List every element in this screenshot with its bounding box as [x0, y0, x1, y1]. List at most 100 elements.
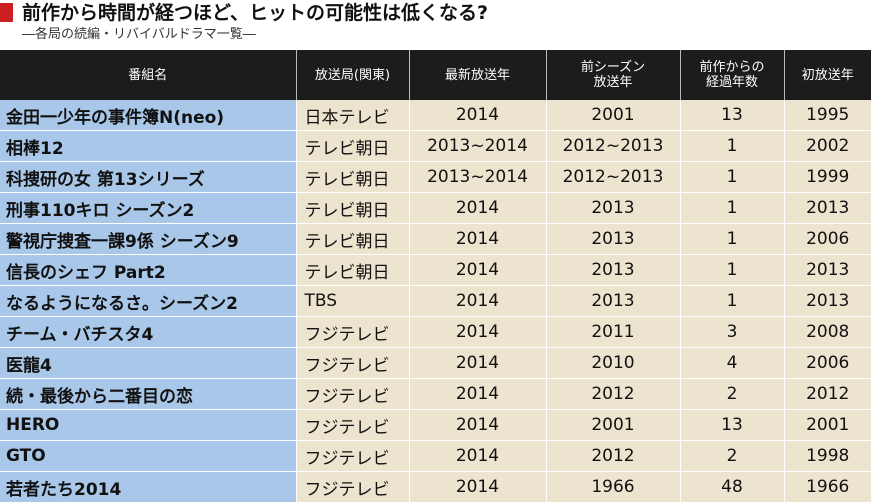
cell-elapsed: 1	[680, 285, 785, 317]
cell-station: テレビ朝日	[296, 254, 410, 286]
cell-name: 医龍4	[0, 347, 297, 379]
cell-elapsed: 48	[680, 471, 785, 503]
cell-prev: 2012	[546, 440, 681, 472]
col-header-elapsed-line2: 経過年数	[705, 75, 758, 90]
cell-latest: 2014	[409, 192, 547, 224]
cell-station: テレビ朝日	[296, 161, 410, 193]
col-header-elapsed-line1: 前作からの	[699, 60, 765, 75]
cell-latest: 2014	[409, 347, 547, 379]
cell-first: 2013	[784, 192, 871, 224]
col-header-prev-line2: 放送年	[593, 75, 633, 90]
cell-prev: 2013	[546, 285, 681, 317]
title-marker	[0, 3, 13, 22]
cell-latest: 2013~2014	[409, 130, 547, 162]
cell-elapsed: 13	[680, 409, 785, 441]
cell-prev: 2001	[546, 100, 681, 131]
cell-first: 2013	[784, 285, 871, 317]
table-row: 若者たち2014 フジテレビ 2014 1966 48 1966	[0, 471, 871, 503]
cell-first: 1998	[784, 440, 871, 472]
cell-name: 金田一少年の事件簿N(neo)	[0, 100, 297, 131]
table-row: 医龍4 フジテレビ 2014 2010 4 2006	[0, 347, 871, 379]
col-header-station: 放送局(関東)	[296, 50, 410, 100]
cell-station: TBS	[296, 285, 410, 317]
col-header-name: 番組名	[0, 50, 297, 100]
cell-prev: 2010	[546, 347, 681, 379]
page-title: 前作から時間が経つほど、ヒットの可能性は低くなる?	[22, 2, 489, 24]
cell-first: 2002	[784, 130, 871, 162]
table-row: 刑事110キロ シーズン2 テレビ朝日 2014 2013 1 2013	[0, 192, 871, 224]
cell-station: フジテレビ	[296, 347, 410, 379]
cell-name: 刑事110キロ シーズン2	[0, 192, 297, 224]
cell-station: 日本テレビ	[296, 100, 410, 131]
cell-elapsed: 1	[680, 192, 785, 224]
cell-station: フジテレビ	[296, 440, 410, 472]
cell-first: 2012	[784, 378, 871, 410]
cell-latest: 2014	[409, 409, 547, 441]
table-row: なるようになるさ。シーズン2 TBS 2014 2013 1 2013	[0, 285, 871, 317]
table-row: HERO フジテレビ 2014 2001 13 2001	[0, 409, 871, 441]
col-header-latest: 最新放送年	[409, 50, 547, 100]
cell-prev: 2012~2013	[546, 130, 681, 162]
cell-elapsed: 2	[680, 440, 785, 472]
cell-elapsed: 1	[680, 130, 785, 162]
cell-first: 2006	[784, 223, 871, 255]
table-header-row: 番組名 放送局(関東) 最新放送年 前シーズン 放送年 前作からの 経過年数 初…	[0, 50, 871, 100]
cell-latest: 2014	[409, 254, 547, 286]
cell-name: なるようになるさ。シーズン2	[0, 285, 297, 317]
cell-elapsed: 13	[680, 100, 785, 131]
cell-elapsed: 1	[680, 254, 785, 286]
table-row: 信長のシェフ Part2 テレビ朝日 2014 2013 1 2013	[0, 254, 871, 286]
cell-prev: 2013	[546, 223, 681, 255]
cell-name: 続・最後から二番目の恋	[0, 378, 297, 410]
cell-latest: 2014	[409, 100, 547, 131]
drama-table: 番組名 放送局(関東) 最新放送年 前シーズン 放送年 前作からの 経過年数 初…	[0, 50, 871, 503]
table-row: 続・最後から二番目の恋 フジテレビ 2014 2012 2 2012	[0, 378, 871, 410]
cell-latest: 2014	[409, 471, 547, 503]
cell-elapsed: 3	[680, 316, 785, 348]
cell-prev: 2011	[546, 316, 681, 348]
col-header-elapsed: 前作からの 経過年数	[680, 50, 785, 100]
cell-name: チーム・バチスタ4	[0, 316, 297, 348]
cell-name: 科捜研の女 第13シリーズ	[0, 161, 297, 193]
cell-latest: 2014	[409, 440, 547, 472]
cell-station: テレビ朝日	[296, 223, 410, 255]
cell-station: フジテレビ	[296, 471, 410, 503]
cell-latest: 2014	[409, 378, 547, 410]
cell-first: 1966	[784, 471, 871, 503]
cell-name: HERO	[0, 409, 297, 441]
cell-first: 2008	[784, 316, 871, 348]
table-body: 金田一少年の事件簿N(neo) 日本テレビ 2014 2001 13 1995 相棒12 テレ…	[0, 100, 871, 503]
cell-name: 若者たち2014	[0, 471, 297, 503]
col-header-prev: 前シーズン 放送年	[546, 50, 681, 100]
cell-latest: 2014	[409, 316, 547, 348]
table-row: チーム・バチスタ4 フジテレビ 2014 2011 3 2008	[0, 316, 871, 348]
page-subtitle: ―各局の続編・リバイバルドラマ一覧―	[22, 27, 256, 42]
cell-elapsed: 4	[680, 347, 785, 379]
cell-prev: 2012	[546, 378, 681, 410]
cell-elapsed: 2	[680, 378, 785, 410]
table-row: GTO フジテレビ 2014 2012 2 1998	[0, 440, 871, 472]
cell-name: 警視庁捜査一課9係 シーズン9	[0, 223, 297, 255]
cell-prev: 2012~2013	[546, 161, 681, 193]
cell-first: 1995	[784, 100, 871, 131]
cell-prev: 2013	[546, 192, 681, 224]
cell-station: テレビ朝日	[296, 192, 410, 224]
col-header-prev-line1: 前シーズン	[580, 60, 646, 75]
cell-station: フジテレビ	[296, 378, 410, 410]
cell-prev: 1966	[546, 471, 681, 503]
cell-latest: 2014	[409, 223, 547, 255]
cell-elapsed: 1	[680, 223, 785, 255]
table-row: 科捜研の女 第13シリーズ テレビ朝日 2013~2014 2012~2013 1 199…	[0, 161, 871, 193]
table-row: 相棒12 テレビ朝日 2013~2014 2012~2013 1 2002	[0, 130, 871, 162]
cell-prev: 2001	[546, 409, 681, 441]
cell-station: テレビ朝日	[296, 130, 410, 162]
cell-first: 2006	[784, 347, 871, 379]
table-row: 金田一少年の事件簿N(neo) 日本テレビ 2014 2001 13 1995	[0, 100, 871, 131]
cell-first: 2013	[784, 254, 871, 286]
cell-latest: 2013~2014	[409, 161, 547, 193]
cell-station: フジテレビ	[296, 409, 410, 441]
cell-name: GTO	[0, 440, 297, 472]
cell-first: 1999	[784, 161, 871, 193]
cell-latest: 2014	[409, 285, 547, 317]
col-header-first: 初放送年	[784, 50, 871, 100]
